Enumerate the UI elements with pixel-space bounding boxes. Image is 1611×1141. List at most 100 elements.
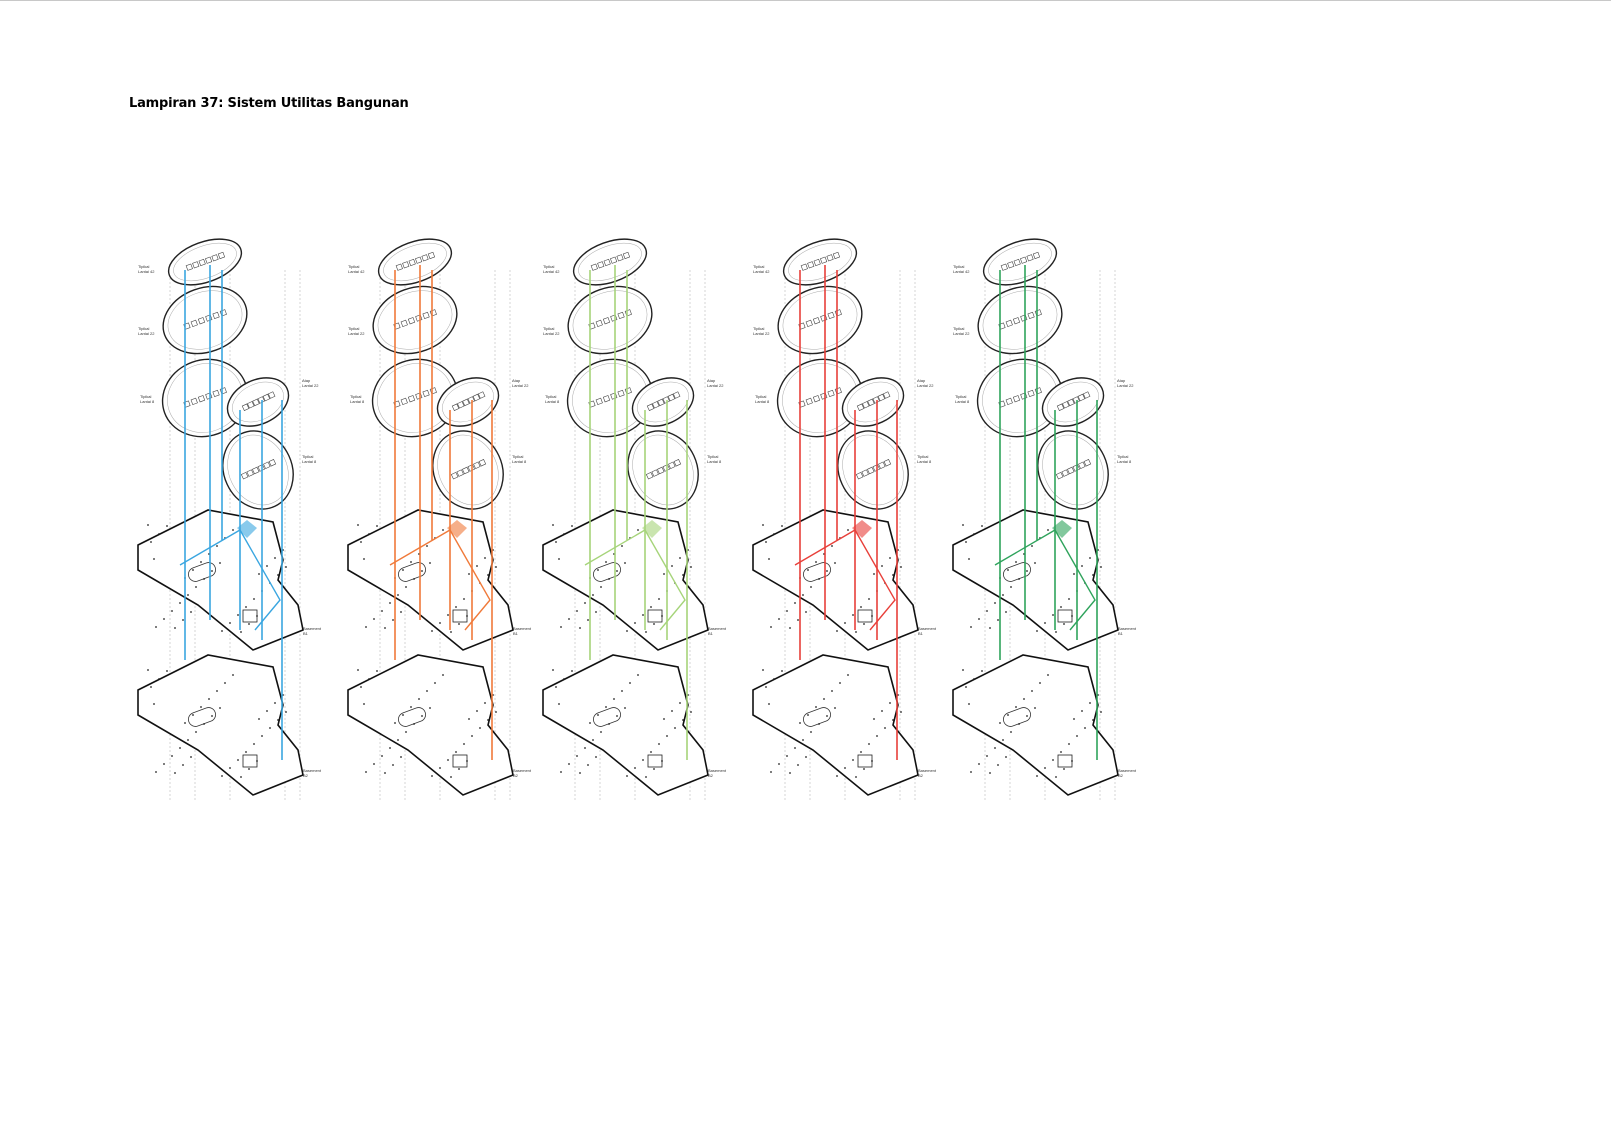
column-dot (1026, 570, 1028, 572)
column-dot (179, 602, 181, 604)
column-dot (558, 558, 560, 560)
column-dot (190, 756, 192, 758)
room-mark (247, 401, 255, 409)
floor-label: Basement B2 (303, 768, 322, 778)
column-dot (852, 614, 854, 616)
typical-floor-lower-inner (782, 363, 858, 433)
floor-label: Tipikal Lantai 8 (512, 454, 527, 464)
utility-diagram-5 (952, 238, 1119, 800)
column-dot (402, 569, 404, 571)
column-dot (571, 525, 573, 527)
floor-label-line: Tipikal (543, 264, 555, 269)
column-dot (381, 755, 383, 757)
column-dot (810, 731, 812, 733)
floor-label-line: B1 (513, 631, 519, 636)
column-dot (981, 525, 983, 527)
floor-label: Tipikal Lantai 8 (707, 454, 722, 464)
podium-typical-inner (437, 434, 499, 506)
column-dot (789, 627, 791, 629)
column-dot (368, 678, 370, 680)
column-dot (1092, 719, 1094, 721)
typical-floor-lower-inner (377, 363, 453, 433)
column-dot (253, 598, 255, 600)
column-dot (357, 524, 359, 526)
column-dot (373, 763, 375, 765)
floor-label: Tipikal Lantai 8 (755, 394, 770, 404)
column-dot (605, 561, 607, 563)
column-dot (624, 707, 626, 709)
column-dot (182, 619, 184, 621)
column-dot (847, 674, 849, 676)
floor-label-line: Atap (302, 378, 311, 383)
column-dot (439, 767, 441, 769)
room-mark (267, 391, 276, 399)
column-dot (365, 771, 367, 773)
room-mark (652, 401, 660, 409)
room-mark (263, 461, 271, 470)
column-dot (794, 602, 796, 604)
column-dot (616, 715, 618, 717)
column-dot (671, 710, 673, 712)
typical-floor-upper-inner (377, 290, 453, 350)
typical-floor-upper-outline (567, 285, 653, 355)
floor-label: Tipikal Lantai 42 (753, 264, 770, 274)
column-dot (799, 722, 801, 724)
floor-label: Tipikal Lantai 22 (348, 326, 365, 336)
floor-label-line: Basement (708, 626, 727, 631)
floor-label-line: Tipikal (707, 454, 719, 459)
room-mark (672, 391, 681, 399)
room-mark (415, 256, 423, 264)
column-dot (663, 573, 665, 575)
room-mark (657, 466, 665, 475)
column-dot (200, 706, 202, 708)
column-dot (1015, 561, 1017, 563)
column-dot (860, 751, 862, 753)
room-mark (590, 263, 598, 271)
column-dot (786, 755, 788, 757)
typical-floor-upper (162, 285, 248, 355)
column-dot (768, 703, 770, 705)
column-dot (245, 751, 247, 753)
floor-label-line: Tipikal (545, 394, 557, 399)
column-dot (190, 611, 192, 613)
column-dot (360, 541, 362, 543)
podium-roof-inner (1047, 381, 1099, 423)
column-dot (970, 626, 972, 628)
room-mark (616, 254, 624, 262)
column-dot (1039, 682, 1041, 684)
column-dot (834, 562, 836, 564)
floor-label: Tipikal Lantai 8 (545, 394, 560, 404)
room-mark (1083, 459, 1092, 467)
column-dot (555, 686, 557, 688)
floor-label: Tipikal Lantai 22 (753, 326, 770, 336)
column-dot (442, 529, 444, 531)
column-dot (221, 630, 223, 632)
column-dot (778, 618, 780, 620)
column-dot (373, 618, 375, 620)
column-dot (1076, 735, 1078, 737)
column-dot (429, 562, 431, 564)
column-dot (1047, 529, 1049, 531)
column-dot (765, 686, 767, 688)
column-dot (384, 772, 386, 774)
column-dot (158, 533, 160, 535)
column-dot (653, 768, 655, 770)
column-dot (431, 630, 433, 632)
column-dot (682, 574, 684, 576)
floor-label-line: B1 (918, 631, 924, 636)
utility-distribution-line (389, 529, 491, 631)
room-mark (462, 398, 470, 407)
column-dot (1055, 631, 1057, 633)
column-dot (389, 747, 391, 749)
column-dot (778, 763, 780, 765)
column-dot (476, 565, 478, 567)
column-dot (421, 715, 423, 717)
column-dot (1036, 775, 1038, 777)
typical-floor-upper-inner (167, 290, 243, 350)
column-dot (855, 631, 857, 633)
column-dot (626, 775, 628, 777)
column-dot (392, 619, 394, 621)
column-dot (1005, 756, 1007, 758)
floor-label-line: Tipikal (138, 326, 150, 331)
